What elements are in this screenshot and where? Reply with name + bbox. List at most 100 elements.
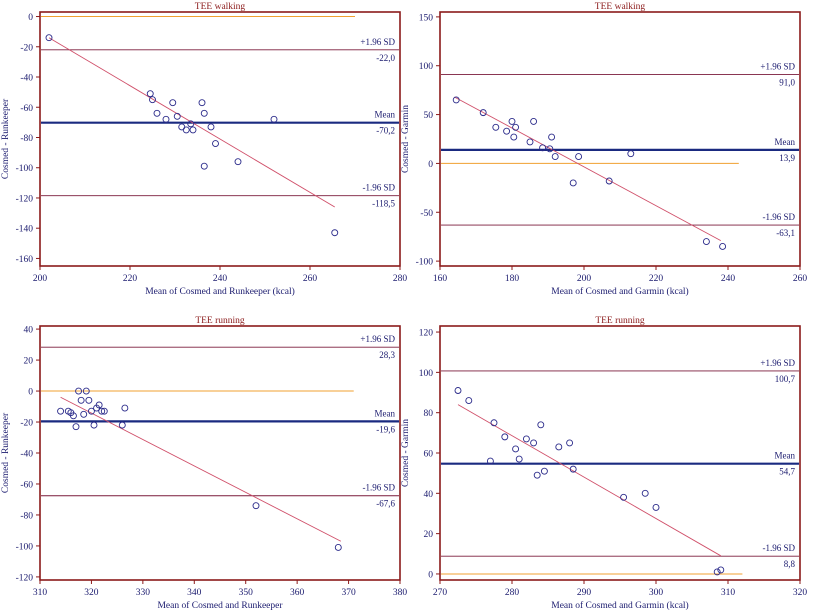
data-point: [530, 439, 538, 447]
y-tick-label: -120: [16, 573, 34, 583]
x-tick-label: 240: [721, 274, 736, 284]
data-point: [90, 421, 98, 429]
x-tick-label: 320: [793, 588, 808, 598]
data-point: [85, 396, 93, 404]
data-point: [492, 123, 500, 131]
data-point: [566, 439, 574, 447]
y-tick-label: -80: [20, 134, 33, 144]
data-point: [702, 238, 710, 246]
plot-frame: [39, 325, 401, 581]
y-tick-label: -40: [20, 74, 33, 84]
data-point: [539, 144, 547, 152]
regression-line: [457, 404, 722, 557]
y-tick-label: -50: [420, 209, 433, 219]
y-tick-label: 100: [419, 369, 434, 379]
data-point: [555, 443, 563, 451]
data-point: [146, 90, 154, 98]
y-tick-label: -80: [20, 511, 33, 521]
x-tick-label: 290: [577, 588, 592, 598]
data-point: [540, 467, 548, 475]
data-point: [454, 387, 462, 394]
x-tick-label: 320: [84, 588, 99, 598]
x-tick-label: 200: [33, 274, 48, 284]
data-point: [77, 396, 85, 404]
y-axis-label: Cosmed - Runkeeper: [1, 412, 11, 493]
data-point: [512, 445, 520, 453]
y-tick-label: 40: [424, 490, 434, 500]
x-tick-label: 310: [721, 588, 736, 598]
data-point: [522, 435, 530, 443]
data-point: [72, 423, 80, 431]
data-point: [87, 407, 95, 415]
mean-label: Mean: [775, 451, 796, 461]
x-tick-label: 200: [577, 274, 592, 284]
lower-limit-label: -1.96 SD: [362, 483, 395, 493]
data-point: [627, 150, 635, 158]
chart-title: TEE running: [595, 316, 645, 326]
y-tick-label: 80: [424, 409, 434, 419]
y-tick-label: -160: [16, 255, 34, 265]
data-point: [212, 140, 219, 147]
data-point: [510, 133, 518, 141]
data-point: [479, 109, 487, 117]
data-point: [189, 126, 197, 134]
data-point: [153, 109, 161, 117]
y-tick-label: 150: [419, 13, 434, 23]
x-tick-label: 360: [290, 588, 305, 598]
y-tick-label: -100: [16, 164, 34, 174]
chart-title: TEE running: [195, 316, 245, 326]
chart-panel-3: TEE running 310 320 330 340 350 360 370 380 40 20 0…: [1, 316, 407, 611]
upper-limit-value: 91,0: [779, 78, 795, 88]
data-point: [605, 177, 613, 185]
lower-limit-value: -67,6: [376, 499, 395, 509]
x-axis-label: Mean of Cosmed and Runkeeper: [157, 600, 283, 611]
y-tick-label: 50: [424, 111, 434, 121]
data-point: [173, 112, 181, 120]
data-point: [515, 455, 523, 463]
data-point: [713, 568, 721, 576]
y-axis-label: Cosmed - Garmin: [401, 419, 411, 487]
x-tick-label: 310: [33, 588, 48, 598]
data-point: [641, 489, 649, 497]
data-point: [207, 123, 215, 131]
data-point: [270, 115, 278, 123]
chart-title: TEE walking: [195, 2, 246, 12]
data-point: [486, 457, 494, 465]
y-tick-label: 100: [419, 62, 434, 72]
x-tick-label: 370: [341, 588, 356, 598]
data-point: [169, 99, 177, 107]
data-point: [57, 407, 65, 415]
data-point: [75, 387, 83, 395]
data-point: [100, 407, 108, 415]
mean-value: -70,2: [376, 126, 395, 136]
x-tick-label: 280: [393, 274, 408, 284]
y-tick-label: -120: [16, 194, 34, 204]
lower-limit-label: -1.96 SD: [762, 543, 795, 553]
data-point: [526, 138, 534, 146]
data-point: [187, 120, 195, 128]
data-point: [569, 465, 577, 473]
data-point: [652, 503, 660, 511]
data-point: [252, 502, 260, 510]
data-point: [200, 162, 208, 170]
data-point: [508, 117, 516, 125]
x-tick-label: 180: [505, 274, 520, 284]
data-point: [198, 99, 206, 107]
chart-panel-2: TEE walking 160 180 200 220 240 260 150 100 50 0 -5…: [401, 2, 807, 297]
data-point: [334, 544, 342, 551]
x-tick-label: 260: [793, 274, 808, 284]
data-point: [533, 471, 541, 479]
data-point: [490, 419, 498, 427]
lower-limit-value: -63,1: [776, 228, 795, 238]
y-tick-label: 40: [24, 326, 34, 336]
x-tick-label: 340: [187, 588, 202, 598]
y-tick-label: -100: [16, 542, 34, 552]
x-axis-label: Mean of Cosmed and Runkeeper (kcal): [145, 286, 295, 297]
x-tick-label: 220: [123, 274, 138, 284]
lower-limit-label: -1.96 SD: [762, 212, 795, 222]
upper-limit-value: -22,0: [376, 53, 395, 63]
x-tick-label: 380: [393, 588, 408, 598]
mean-label: Mean: [375, 110, 396, 120]
x-tick-label: 260: [303, 274, 318, 284]
